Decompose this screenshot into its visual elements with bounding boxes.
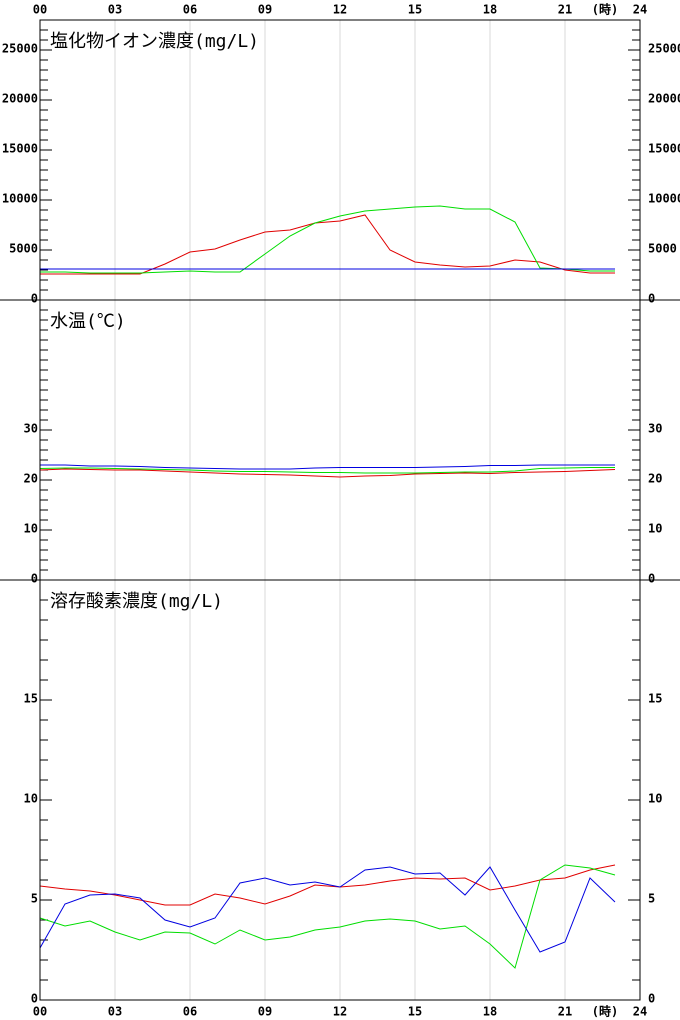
y-tick-label: 10000 (648, 192, 680, 206)
data-line (40, 214, 615, 275)
y-tick-label: 30 (648, 422, 662, 436)
y-tick-label: 15 (648, 692, 662, 706)
x-tick-label: 24 (633, 3, 647, 17)
x-tick-label: 15 (408, 3, 422, 17)
y-tick-label: 5000 (9, 242, 38, 256)
panel-title: 溶存酸素濃度(mg/L) (50, 591, 223, 612)
y-tick-label: 10 (648, 792, 662, 806)
y-tick-label: 0 (648, 292, 655, 306)
y-tick-label: 15000 (2, 142, 38, 156)
data-line (39, 864, 616, 906)
y-tick-label: 0 (31, 992, 38, 1006)
x-tick-label: 18 (483, 3, 497, 17)
x-tick-label: 15 (408, 1005, 422, 1019)
y-tick-label: 0 (31, 572, 38, 586)
x-tick-label: 09 (258, 1005, 272, 1019)
y-tick-label: 10 (24, 792, 38, 806)
x-tick-label: 06 (183, 3, 197, 17)
x-tick-label: 21 (558, 3, 572, 17)
x-tick-label: 12 (333, 3, 347, 17)
x-tick-label: 24 (633, 1005, 647, 1019)
data-line (40, 464, 615, 470)
x-unit-label: (時) (592, 1004, 618, 1019)
x-tick-label: 12 (333, 1005, 347, 1019)
y-tick-label: 10 (648, 522, 662, 536)
x-tick-label: 00 (33, 1005, 47, 1019)
x-tick-label: 09 (258, 3, 272, 17)
y-tick-label: 20000 (648, 92, 680, 106)
x-tick-label: 21 (558, 1005, 572, 1019)
y-tick-label: 10 (24, 522, 38, 536)
y-tick-label: 20 (648, 472, 662, 486)
y-tick-label: 5 (648, 892, 655, 906)
panel-title: 塩化物イオン濃度(mg/L) (50, 31, 259, 52)
y-tick-label: 15 (24, 692, 38, 706)
y-tick-label: 20 (24, 472, 38, 486)
x-tick-label: 03 (108, 1005, 122, 1019)
panel-title: 水温(℃) (50, 311, 126, 332)
y-tick-label: 25000 (2, 42, 38, 56)
data-line (39, 468, 616, 478)
y-tick-label: 0 (648, 992, 655, 1006)
data-line (39, 467, 615, 474)
plot-frame (39, 19, 641, 1001)
y-tick-label: 5 (31, 892, 38, 906)
x-tick-label: 00 (33, 3, 47, 17)
x-tick-label: 18 (483, 1005, 497, 1019)
y-tick-label: 20000 (2, 92, 38, 106)
data-line (40, 205, 615, 274)
data-line (39, 864, 616, 969)
y-tick-label: 5000 (648, 242, 677, 256)
y-tick-label: 25000 (648, 42, 680, 56)
y-tick-label: 10000 (2, 192, 38, 206)
data-line (39, 866, 616, 953)
x-tick-label: 06 (183, 1005, 197, 1019)
y-tick-label: 0 (648, 572, 655, 586)
y-tick-label: 30 (24, 422, 38, 436)
y-tick-label: 0 (31, 292, 38, 306)
x-tick-label: 03 (108, 3, 122, 17)
x-unit-label: (時) (592, 2, 618, 17)
y-tick-label: 15000 (648, 142, 680, 156)
